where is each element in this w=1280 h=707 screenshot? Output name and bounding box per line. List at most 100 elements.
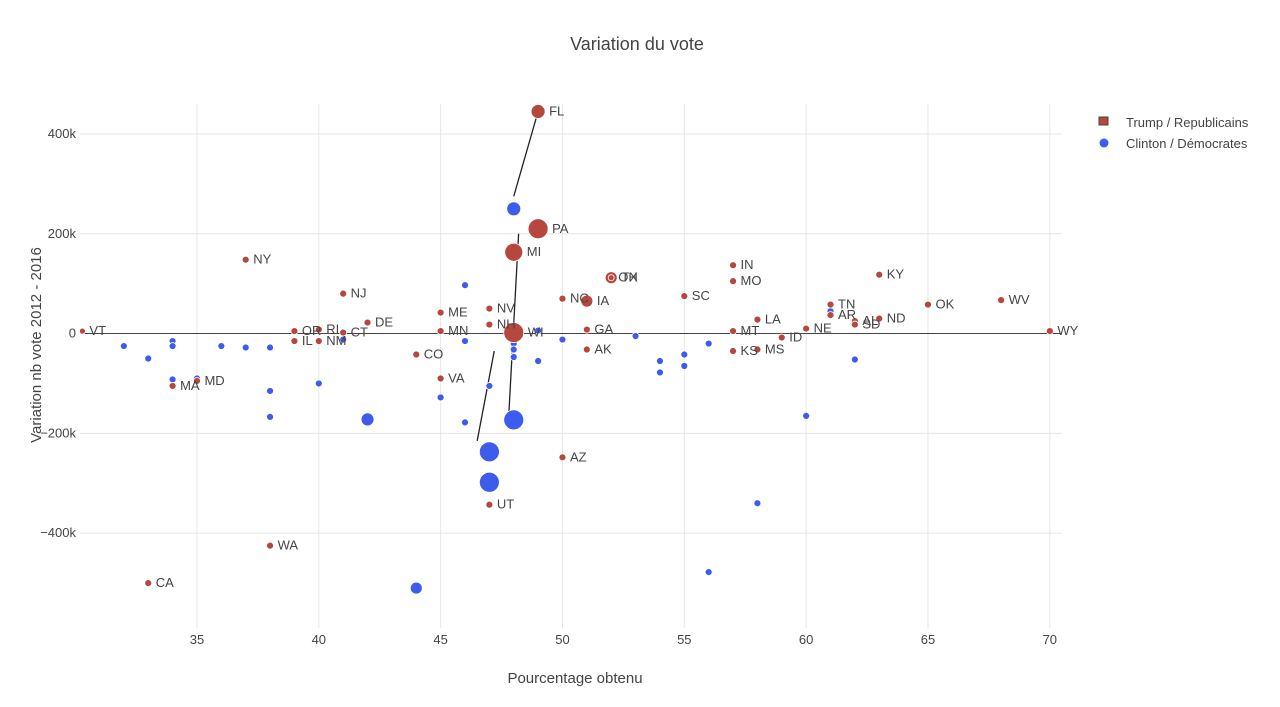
- clinton-point[interactable]: [266, 387, 274, 395]
- clinton-point[interactable]: [461, 281, 469, 290]
- clinton-point[interactable]: [461, 337, 469, 345]
- clinton-point[interactable]: [314, 379, 323, 388]
- trump-point[interactable]: [339, 289, 348, 298]
- trump-point[interactable]: [144, 579, 153, 587]
- clinton-point[interactable]: [534, 326, 543, 335]
- clinton-point[interactable]: [656, 357, 664, 365]
- trump-point[interactable]: [580, 294, 594, 308]
- state-label: KS: [741, 343, 759, 358]
- trump-point[interactable]: [875, 314, 884, 323]
- trump-point[interactable]: [826, 311, 835, 319]
- state-label: UT: [497, 497, 514, 512]
- legend-item-trump[interactable]: Trump / Republicains: [1098, 115, 1249, 130]
- trump-point[interactable]: [314, 337, 323, 345]
- trump-point[interactable]: [266, 541, 274, 550]
- clinton-point[interactable]: [850, 355, 859, 364]
- clinton-point[interactable]: [704, 568, 713, 577]
- clinton-point[interactable]: [509, 353, 518, 361]
- trump-point[interactable]: [680, 292, 689, 301]
- clinton-point[interactable]: [656, 368, 664, 377]
- trump-point[interactable]: [241, 255, 250, 264]
- trump-point[interactable]: [729, 261, 737, 270]
- trump-point[interactable]: [503, 322, 525, 343]
- clinton-point[interactable]: [680, 350, 689, 359]
- clinton-point[interactable]: [534, 357, 543, 365]
- trump-point[interactable]: [436, 327, 445, 335]
- clinton-point[interactable]: [506, 201, 522, 217]
- trump-point[interactable]: [826, 300, 835, 309]
- trump-point[interactable]: [290, 327, 299, 335]
- trump-point[interactable]: [504, 242, 524, 262]
- clinton-point[interactable]: [266, 343, 274, 352]
- x-tick-label: 45: [433, 632, 447, 647]
- annotation-line: [476, 350, 495, 441]
- trump-point[interactable]: [875, 270, 884, 279]
- trump-point[interactable]: [802, 324, 811, 333]
- clinton-point[interactable]: [485, 382, 494, 390]
- y-tick-label: −400k: [40, 525, 76, 540]
- clinton-point[interactable]: [631, 332, 640, 340]
- trump-point[interactable]: [436, 374, 445, 383]
- clinton-point[interactable]: [168, 375, 177, 384]
- state-label: ID: [789, 330, 802, 345]
- trump-point[interactable]: [753, 345, 762, 354]
- trump-point[interactable]: [729, 327, 737, 335]
- trump-point[interactable]: [339, 328, 348, 337]
- trump-point[interactable]: [607, 274, 615, 282]
- legend-item-clinton[interactable]: Clinton / Démocrates: [1099, 136, 1248, 151]
- clinton-point[interactable]: [461, 418, 469, 427]
- trump-point[interactable]: [753, 315, 762, 324]
- state-label: TX: [621, 270, 638, 285]
- trump-point[interactable]: [729, 277, 737, 286]
- x-axis-ticks: 35 40 45 50 55 60 65 70: [190, 632, 1057, 647]
- trump-point[interactable]: [530, 104, 546, 119]
- trump-point[interactable]: [777, 333, 786, 342]
- clinton-point[interactable]: [409, 581, 423, 595]
- clinton-point[interactable]: [478, 441, 500, 463]
- clinton-point[interactable]: [503, 409, 525, 431]
- clinton-point[interactable]: [802, 412, 811, 420]
- trump-point[interactable]: [290, 337, 299, 345]
- trump-point[interactable]: [1045, 327, 1054, 335]
- trump-point[interactable]: [436, 308, 445, 317]
- trump-point[interactable]: [558, 453, 567, 462]
- grid: [80, 104, 1062, 628]
- trump-point[interactable]: [168, 382, 177, 390]
- state-label: VT: [89, 323, 106, 338]
- trump-point[interactable]: [485, 500, 494, 509]
- trump-point[interactable]: [485, 320, 494, 329]
- trump-point[interactable]: [582, 325, 591, 334]
- x-tick-label: 65: [921, 632, 935, 647]
- trump-point[interactable]: [363, 318, 372, 327]
- state-label: LA: [765, 312, 781, 327]
- clinton-point[interactable]: [217, 342, 226, 350]
- clinton-point[interactable]: [436, 393, 445, 402]
- clinton-point[interactable]: [266, 413, 274, 421]
- trump-point[interactable]: [558, 294, 567, 303]
- trump-point[interactable]: [527, 218, 549, 240]
- y-axis-title: Variation nb vote 2012 - 2016: [28, 247, 45, 443]
- clinton-point[interactable]: [360, 412, 375, 427]
- clinton-point[interactable]: [144, 354, 153, 363]
- trump-point[interactable]: [314, 325, 323, 334]
- trump-point[interactable]: [850, 320, 859, 329]
- clinton-point[interactable]: [119, 342, 128, 350]
- clinton-point[interactable]: [478, 471, 500, 493]
- trump-point[interactable]: [79, 327, 86, 335]
- clinton-point[interactable]: [680, 362, 689, 370]
- clinton-point[interactable]: [753, 499, 762, 508]
- clinton-point[interactable]: [558, 335, 567, 344]
- clinton-point[interactable]: [168, 342, 177, 350]
- clinton-point[interactable]: [704, 339, 713, 348]
- clinton-point[interactable]: [509, 345, 518, 354]
- trump-point[interactable]: [997, 296, 1005, 305]
- state-label: MD: [204, 373, 224, 388]
- trump-point[interactable]: [412, 350, 421, 359]
- trump-point[interactable]: [193, 377, 201, 385]
- trump-point[interactable]: [485, 304, 494, 313]
- clinton-point[interactable]: [241, 343, 250, 352]
- trump-point[interactable]: [729, 347, 737, 355]
- trump-point[interactable]: [582, 345, 591, 354]
- trump-point[interactable]: [924, 300, 932, 309]
